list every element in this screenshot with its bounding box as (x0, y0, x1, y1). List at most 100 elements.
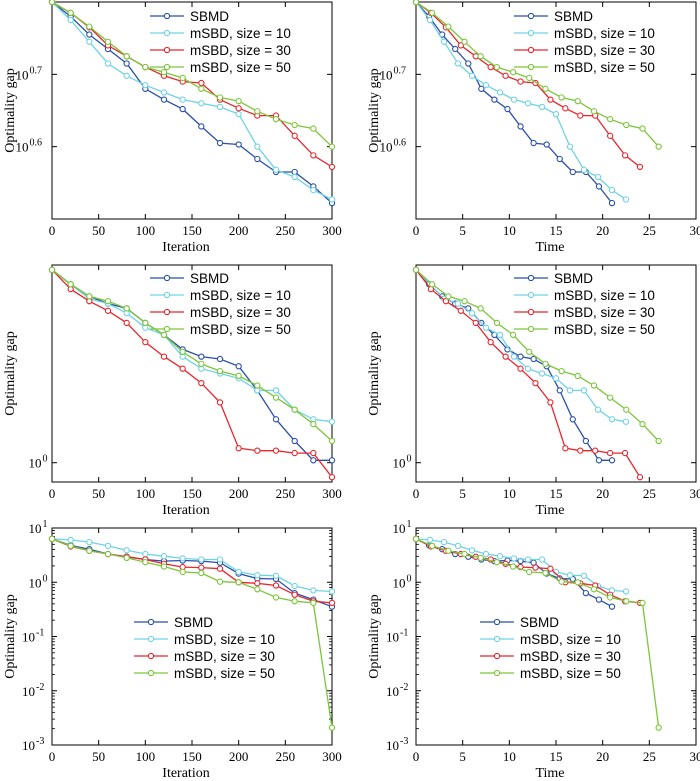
data-point (493, 319, 501, 327)
x-axis-title: Time (535, 766, 564, 781)
legend-swatch-marker (147, 635, 155, 643)
data-point (538, 370, 546, 377)
data-point (547, 96, 554, 103)
x-tick-label: 5 (459, 223, 466, 238)
y-tick-exponent: 1 (43, 519, 48, 530)
data-point (532, 564, 539, 571)
data-point (235, 445, 242, 452)
data-point (606, 394, 614, 401)
data-point (310, 587, 317, 594)
data-point (216, 103, 224, 111)
data-point (517, 123, 524, 130)
series-line (51, 269, 333, 478)
series-line (415, 269, 660, 442)
data-point (216, 94, 224, 101)
x-tick-label: 10 (503, 486, 516, 501)
data-point (216, 355, 224, 363)
x-tick-label: 250 (276, 749, 296, 764)
x-tick-label: 0 (49, 749, 56, 764)
legend-swatch-marker (163, 46, 171, 54)
data-point (517, 365, 524, 372)
legend-label: mSBD, size = 30 (554, 43, 655, 58)
legend-swatch-marker (163, 63, 171, 71)
data-point (509, 331, 517, 339)
legend-swatch-marker (493, 669, 501, 677)
data-point (254, 586, 261, 593)
legend-label: mSBD, size = 30 (554, 305, 655, 320)
data-point (235, 97, 242, 105)
data-point (526, 568, 533, 576)
series-line (51, 538, 333, 604)
data-point (595, 596, 603, 603)
data-point (48, 535, 56, 542)
x-tick-label: 0 (413, 223, 420, 238)
y-tick-exponent: 0 (407, 454, 412, 465)
x-tick-label: 5 (459, 486, 466, 501)
data-point (454, 542, 462, 550)
data-point (590, 586, 598, 593)
data-point (272, 394, 280, 401)
data-point (566, 143, 574, 150)
legend-label: mSBD, size = 50 (554, 322, 655, 337)
data-point (496, 89, 504, 96)
x-tick-label: 15 (550, 749, 563, 764)
data-point (580, 572, 588, 579)
data-point (493, 559, 501, 566)
data-point (328, 143, 336, 150)
data-point (461, 298, 468, 305)
x-tick-label: 20 (596, 486, 609, 501)
data-point (123, 305, 130, 312)
data-point (216, 578, 224, 585)
data-point (517, 353, 524, 360)
data-point (272, 594, 280, 601)
data-point (216, 399, 224, 406)
series-size30 (412, 0, 644, 171)
data-point (562, 105, 569, 112)
y-tick-exponent: 0.6 (394, 138, 407, 149)
data-point (291, 173, 298, 181)
data-point (216, 556, 224, 563)
data-point (468, 72, 476, 79)
data-point (254, 155, 261, 163)
legend-swatch-marker (493, 652, 501, 660)
data-point (493, 63, 501, 71)
data-point (235, 141, 242, 148)
data-point (487, 339, 494, 346)
data-point (655, 724, 662, 731)
y-tick-exponent: 0.7 (30, 65, 43, 76)
data-point (328, 457, 336, 464)
data-point (562, 445, 569, 452)
series-line (51, 538, 333, 728)
x-tick-label: 0 (413, 486, 420, 501)
legend-swatch-marker (527, 325, 535, 333)
y-axis-title: Optimality gap (367, 331, 382, 415)
x-tick-label: 150 (182, 749, 202, 764)
data-point (445, 547, 452, 554)
data-point (160, 89, 168, 96)
data-point (123, 53, 130, 60)
data-point (468, 310, 476, 317)
data-point (160, 331, 168, 339)
data-point (291, 582, 298, 590)
legend-label: mSBD, size = 50 (190, 322, 291, 337)
legend-label: mSBD, size = 10 (554, 26, 655, 41)
legend-label: mSBD, size = 30 (174, 649, 275, 664)
data-point (179, 365, 186, 372)
data-point (86, 38, 93, 45)
data-point (291, 598, 298, 605)
x-tick-label: 50 (92, 749, 105, 764)
data-point (412, 535, 420, 542)
legend-swatch-marker (527, 12, 535, 20)
data-point (569, 168, 576, 176)
data-point (254, 572, 261, 579)
x-tick-label: 15 (550, 486, 563, 501)
series-size50 (412, 535, 662, 731)
data-point (524, 556, 532, 563)
data-point (639, 420, 646, 428)
legend-label: SBMD (554, 9, 593, 24)
data-point (608, 199, 616, 207)
